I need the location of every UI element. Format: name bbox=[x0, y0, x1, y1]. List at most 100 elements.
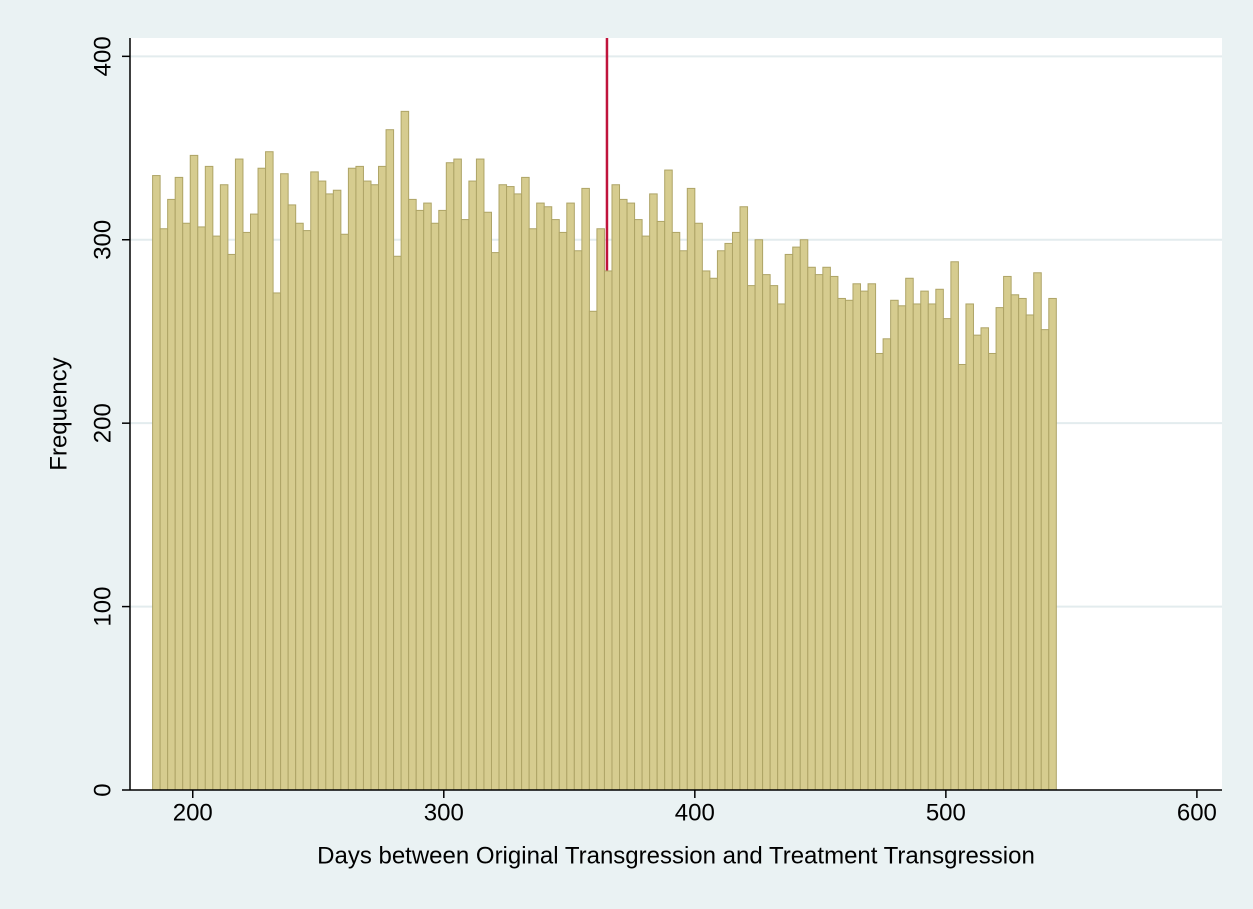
bar bbox=[227, 253, 236, 791]
bar bbox=[573, 250, 583, 791]
bar bbox=[611, 184, 621, 791]
bar bbox=[536, 202, 545, 791]
y-tick-label: 400 bbox=[89, 36, 116, 76]
bar bbox=[686, 187, 696, 791]
bar bbox=[649, 193, 658, 791]
bar bbox=[1040, 329, 1050, 791]
bar bbox=[1033, 272, 1042, 791]
bar bbox=[920, 290, 929, 791]
bar bbox=[679, 250, 688, 791]
bar bbox=[747, 285, 756, 791]
bar bbox=[927, 303, 937, 791]
bar bbox=[807, 266, 816, 791]
bar bbox=[182, 222, 191, 791]
bar bbox=[882, 338, 892, 791]
bar bbox=[1003, 275, 1012, 791]
bar bbox=[619, 198, 628, 791]
bar bbox=[347, 167, 357, 791]
bar bbox=[393, 255, 402, 791]
bar bbox=[189, 154, 199, 791]
bar bbox=[453, 158, 462, 791]
bar bbox=[551, 219, 560, 791]
bar bbox=[995, 307, 1005, 791]
x-tick-label: 600 bbox=[1177, 799, 1217, 826]
bar bbox=[506, 186, 515, 791]
bar bbox=[295, 222, 304, 791]
x-axis-label: Days between Original Transgression and … bbox=[317, 842, 1035, 869]
bar bbox=[596, 228, 605, 791]
bar bbox=[957, 363, 967, 791]
bar bbox=[912, 303, 922, 791]
bar bbox=[942, 318, 952, 791]
bar bbox=[408, 198, 417, 791]
bar bbox=[1025, 314, 1035, 791]
bar bbox=[980, 327, 990, 791]
bar bbox=[204, 165, 214, 791]
bar bbox=[814, 274, 824, 791]
bar bbox=[950, 261, 959, 791]
x-tick-label: 400 bbox=[675, 799, 715, 826]
bar bbox=[468, 180, 477, 791]
bar bbox=[212, 235, 221, 791]
bar bbox=[701, 270, 711, 791]
bar bbox=[355, 165, 364, 791]
bar bbox=[317, 180, 327, 791]
bar bbox=[844, 299, 854, 791]
bar bbox=[528, 228, 538, 791]
bar bbox=[890, 299, 899, 791]
bar bbox=[513, 193, 523, 791]
bar bbox=[716, 250, 726, 791]
bar bbox=[490, 252, 500, 791]
bar bbox=[566, 202, 575, 791]
bar bbox=[739, 206, 749, 791]
bar bbox=[385, 129, 395, 791]
x-tick-label: 500 bbox=[926, 799, 966, 826]
bar bbox=[762, 274, 771, 791]
bar bbox=[829, 275, 839, 791]
bar bbox=[400, 110, 410, 791]
bar bbox=[438, 209, 447, 791]
bar bbox=[784, 253, 794, 791]
bar bbox=[641, 235, 651, 791]
bar bbox=[475, 158, 485, 791]
bar bbox=[664, 169, 673, 791]
bar bbox=[905, 277, 914, 791]
bar bbox=[634, 219, 643, 791]
bar bbox=[875, 352, 884, 791]
bar bbox=[234, 158, 244, 791]
x-tick-label: 300 bbox=[424, 799, 464, 826]
y-tick-label: 300 bbox=[89, 220, 116, 260]
bar bbox=[731, 231, 741, 791]
bar bbox=[972, 334, 982, 791]
bar bbox=[543, 206, 553, 791]
bar bbox=[483, 211, 492, 791]
y-tick-label: 100 bbox=[89, 587, 116, 627]
bar bbox=[1010, 294, 1020, 791]
bar bbox=[272, 292, 282, 791]
bar bbox=[724, 242, 733, 791]
bar bbox=[754, 239, 764, 791]
bar bbox=[445, 162, 455, 791]
bar bbox=[310, 171, 319, 791]
y-axis-label: Frequency bbox=[45, 357, 72, 470]
y-tick-label: 200 bbox=[89, 403, 116, 443]
bar bbox=[362, 180, 372, 791]
bar bbox=[325, 193, 334, 791]
bar bbox=[603, 270, 613, 791]
x-tick-label: 200 bbox=[173, 799, 213, 826]
bar bbox=[287, 204, 297, 791]
bar bbox=[174, 176, 184, 791]
bar bbox=[581, 187, 590, 791]
bar bbox=[159, 228, 169, 791]
bar bbox=[378, 165, 387, 791]
bar bbox=[822, 266, 831, 791]
bar bbox=[709, 277, 718, 791]
bar bbox=[340, 233, 349, 791]
bar bbox=[988, 352, 997, 791]
bar bbox=[837, 297, 846, 791]
bar bbox=[332, 189, 342, 791]
bar bbox=[656, 220, 666, 791]
bar bbox=[1018, 297, 1027, 791]
bar bbox=[935, 288, 944, 791]
